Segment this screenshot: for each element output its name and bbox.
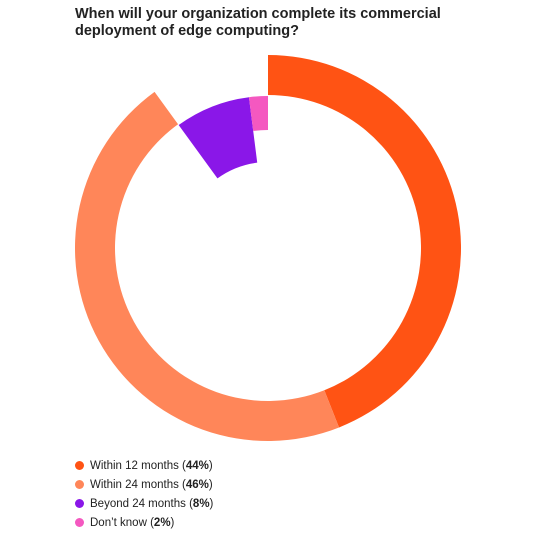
- legend-item-beyond-24-months: Beyond 24 months (8%): [75, 494, 213, 513]
- slice-within-12-months: [268, 55, 461, 428]
- legend-item-within-24-months: Within 24 months (46%): [75, 475, 213, 494]
- legend-series-name: Don’t know (: [90, 516, 154, 529]
- legend-series-name: Beyond 24 months (: [90, 497, 193, 510]
- legend-close-paren: ): [170, 516, 175, 529]
- slice-don-t-know: [248, 96, 268, 131]
- legend-close-paren: ): [209, 497, 214, 510]
- legend-series-name: Within 12 months (: [90, 459, 186, 472]
- legend-series-name: Within 24 months (: [90, 478, 186, 491]
- chart-legend: Within 12 months (44%) Within 24 months (…: [75, 456, 213, 532]
- legend-value: 2%: [153, 516, 171, 529]
- legend-value: 8%: [192, 497, 210, 510]
- legend-label: Within 24 months (46%): [90, 479, 213, 491]
- legend-label: Don’t know (2%): [90, 517, 174, 529]
- legend-item-don-t-know: Don’t know (2%): [75, 513, 213, 532]
- legend-close-paren: ): [208, 478, 213, 491]
- legend-close-paren: ): [208, 459, 213, 472]
- legend-swatch: [75, 499, 84, 508]
- legend-value: 46%: [185, 478, 209, 491]
- legend-item-within-12-months: Within 12 months (44%): [75, 456, 213, 475]
- legend-label: Beyond 24 months (8%): [90, 498, 213, 510]
- legend-label: Within 12 months (44%): [90, 460, 213, 472]
- slice-within-24-months: [75, 91, 340, 441]
- legend-swatch: [75, 461, 84, 470]
- legend-swatch: [75, 480, 84, 489]
- slice-beyond-24-months: [178, 97, 258, 179]
- chart-title: When will your organization complete its…: [75, 6, 441, 39]
- legend-swatch: [75, 518, 84, 527]
- legend-value: 44%: [185, 459, 209, 472]
